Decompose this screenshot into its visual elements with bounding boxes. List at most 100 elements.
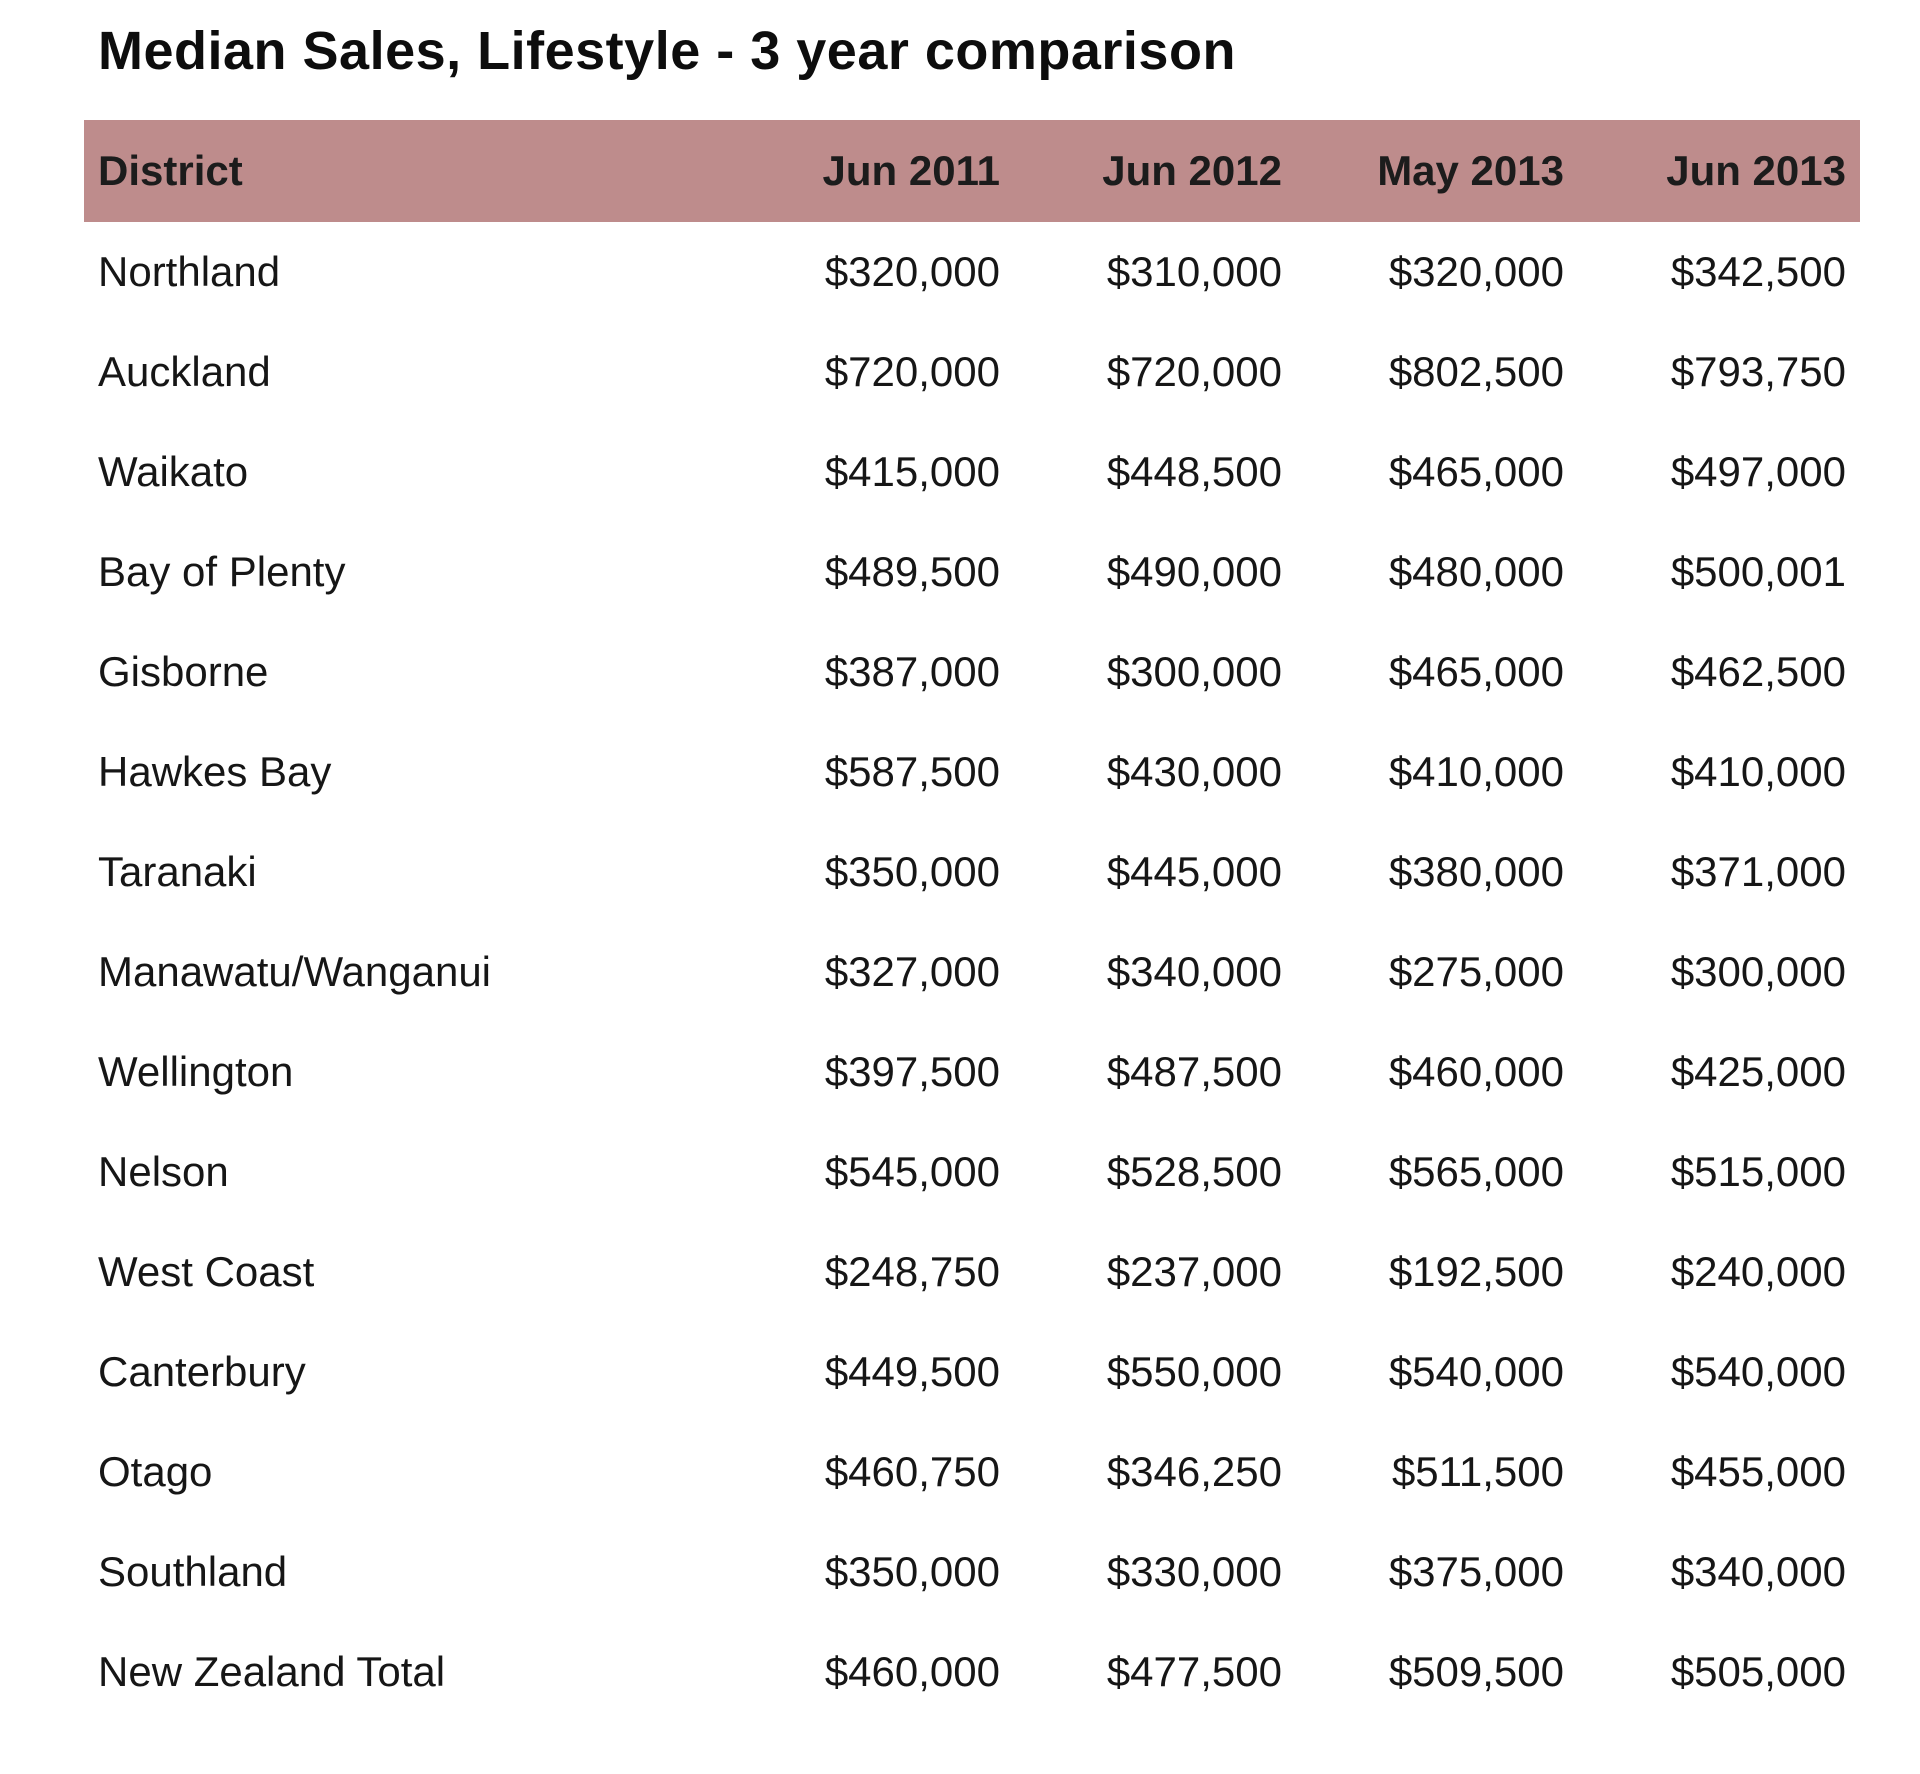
district-name-cell: Manawatu/Wanganui: [98, 948, 492, 995]
district-name-cell: New Zealand Total: [98, 1648, 446, 1695]
value-cell-jun-2013: $425,000: [1670, 1048, 1846, 1095]
header-jun-2013: Jun 2013: [1578, 120, 1860, 222]
table-row: Bay of Plenty $489,500 $490,000 $480,000 $50…: [84, 522, 1860, 622]
page-title: Median Sales, Lifestyle - 3 year compari…: [98, 21, 1236, 81]
value-cell-may-2013: $511,500: [1391, 1448, 1564, 1495]
value-cell-jun-2013: $515,000: [1670, 1148, 1846, 1195]
value-cell-jun-2012: $445,000: [1106, 848, 1282, 895]
value-cell-jun-2012: $487,500: [1106, 1048, 1282, 1095]
value-cell-jun-2011: $460,000: [824, 1648, 1000, 1695]
value-cell-jun-2012: $550,000: [1106, 1348, 1282, 1395]
value-cell-jun-2011: $320,000: [824, 248, 1000, 295]
district-name-cell: Nelson: [98, 1148, 229, 1195]
value-cell-jun-2011: $460,750: [824, 1448, 1000, 1495]
table-row: Northland $320,000 $310,000 $320,000 $342,50…: [84, 222, 1860, 322]
value-cell-jun-2012: $340,000: [1106, 948, 1282, 995]
table-row: Hawkes Bay $587,500 $430,000 $410,000 $410,0…: [84, 722, 1860, 822]
district-name-cell: Bay of Plenty: [98, 548, 346, 595]
district-name-cell: Otago: [98, 1448, 213, 1495]
value-cell-jun-2013: $342,500: [1670, 248, 1846, 295]
value-cell-jun-2012: $430,000: [1106, 748, 1282, 795]
district-name-cell: Taranaki: [98, 848, 257, 895]
value-cell-jun-2011: $415,000: [824, 448, 1000, 495]
value-cell-may-2013: $410,000: [1388, 748, 1564, 795]
value-cell-may-2013: $480,000: [1388, 548, 1564, 595]
header-jun-2012: Jun 2012: [1014, 120, 1296, 222]
value-cell-jun-2013: $455,000: [1670, 1448, 1846, 1495]
value-cell-jun-2013: $240,000: [1670, 1248, 1846, 1295]
value-cell-jun-2011: $587,500: [824, 748, 1000, 795]
value-cell-jun-2012: $300,000: [1106, 648, 1282, 695]
value-cell-jun-2011: $248,750: [824, 1248, 1000, 1295]
value-cell-jun-2011: $489,500: [824, 548, 1000, 595]
value-cell-jun-2013: $497,000: [1670, 448, 1846, 495]
value-cell-jun-2011: $449,500: [824, 1348, 1000, 1395]
table-row: West Coast $248,750 $237,000 $192,500 $240,0…: [84, 1222, 1860, 1322]
header-district: District: [84, 120, 732, 222]
value-cell-jun-2013: $371,000: [1670, 848, 1846, 895]
value-cell-may-2013: $465,000: [1388, 648, 1564, 695]
district-name-cell: Waikato: [98, 448, 249, 495]
district-name-cell: Canterbury: [98, 1348, 306, 1395]
value-cell-jun-2013: $540,000: [1670, 1348, 1846, 1395]
district-name-cell: Auckland: [98, 348, 271, 395]
table-row: Southland $350,000 $330,000 $375,000 $340,00…: [84, 1522, 1860, 1622]
table-row: Gisborne $387,000 $300,000 $465,000 $462,500: [84, 622, 1860, 722]
table-row: Nelson $545,000 $528,500 $565,000 $515,000: [84, 1122, 1860, 1222]
district-name-cell: Northland: [98, 248, 281, 295]
header-may-2013: May 2013: [1296, 120, 1578, 222]
value-cell-jun-2011: $387,000: [824, 648, 1000, 695]
value-cell-may-2013: $460,000: [1388, 1048, 1564, 1095]
value-cell-may-2013: $540,000: [1388, 1348, 1564, 1395]
value-cell-may-2013: $565,000: [1388, 1148, 1564, 1195]
value-cell-may-2013: $320,000: [1388, 248, 1564, 295]
value-cell-jun-2012: $330,000: [1106, 1548, 1282, 1595]
value-cell-jun-2013: $410,000: [1670, 748, 1846, 795]
district-name-cell: Wellington: [98, 1048, 294, 1095]
district-name-cell: Southland: [98, 1548, 288, 1595]
value-cell-may-2013: $375,000: [1388, 1548, 1564, 1595]
table-row: Wellington $397,500 $487,500 $460,000 $425,0…: [84, 1022, 1860, 1122]
value-cell-jun-2011: $397,500: [824, 1048, 1000, 1095]
table-row: Auckland $720,000 $720,000 $802,500 $793,750: [84, 322, 1860, 422]
value-cell-may-2013: $380,000: [1388, 848, 1564, 895]
district-name-cell: Hawkes Bay: [98, 748, 332, 795]
value-cell-jun-2012: $448,500: [1106, 448, 1282, 495]
value-cell-jun-2012: $528,500: [1106, 1148, 1282, 1195]
value-cell-may-2013: $465,000: [1388, 448, 1564, 495]
value-cell-may-2013: $192,500: [1388, 1248, 1564, 1295]
value-cell-jun-2013: $505,000: [1670, 1648, 1846, 1695]
table-row: Otago $460,750 $346,250 $511,500 $455,000: [84, 1422, 1860, 1522]
table-row: Taranaki $350,000 $445,000 $380,000 $371,000: [84, 822, 1860, 922]
value-cell-jun-2012: $477,500: [1106, 1648, 1282, 1695]
table-header-row: District Jun 2011 Jun 2012 May 2013 Jun …: [84, 120, 1860, 222]
table-row: Manawatu/Wanganui $327,000 $340,000 $275,00…: [84, 922, 1860, 1022]
value-cell-jun-2011: $350,000: [824, 848, 1000, 895]
value-cell-may-2013: $275,000: [1388, 948, 1564, 995]
value-cell-jun-2012: $346,250: [1106, 1448, 1282, 1495]
value-cell-may-2013: $509,500: [1388, 1648, 1564, 1695]
value-cell-jun-2013: $300,000: [1670, 948, 1846, 995]
value-cell-may-2013: $802,500: [1388, 348, 1564, 395]
district-name-cell: West Coast: [98, 1248, 315, 1295]
value-cell-jun-2013: $462,500: [1670, 648, 1846, 695]
value-cell-jun-2013: $500,001: [1670, 548, 1846, 595]
value-cell-jun-2011: $350,000: [824, 1548, 1000, 1595]
value-cell-jun-2013: $793,750: [1670, 348, 1846, 395]
value-cell-jun-2011: $327,000: [824, 948, 1000, 995]
value-cell-jun-2011: $720,000: [824, 348, 1000, 395]
header-jun-2011: Jun 2011: [732, 120, 1014, 222]
value-cell-jun-2012: $237,000: [1106, 1248, 1282, 1295]
table-row: Canterbury $449,500 $550,000 $540,000 $540,0…: [84, 1322, 1860, 1422]
value-cell-jun-2011: $545,000: [824, 1148, 1000, 1195]
table-row: Waikato $415,000 $448,500 $465,000 $497,000: [84, 422, 1860, 522]
value-cell-jun-2012: $720,000: [1106, 348, 1282, 395]
table-row: New Zealand Total $460,000 $477,500 $509,50…: [84, 1622, 1860, 1722]
value-cell-jun-2013: $340,000: [1670, 1548, 1846, 1595]
median-sales-table: District Jun 2011 Jun 2012 May 2013 Jun …: [84, 120, 1860, 1722]
district-name-cell: Gisborne: [98, 648, 269, 695]
table-body: Northland $320,000 $310,000 $320,000 $342,50…: [84, 222, 1860, 1722]
value-cell-jun-2012: $310,000: [1106, 248, 1282, 295]
value-cell-jun-2012: $490,000: [1106, 548, 1282, 595]
